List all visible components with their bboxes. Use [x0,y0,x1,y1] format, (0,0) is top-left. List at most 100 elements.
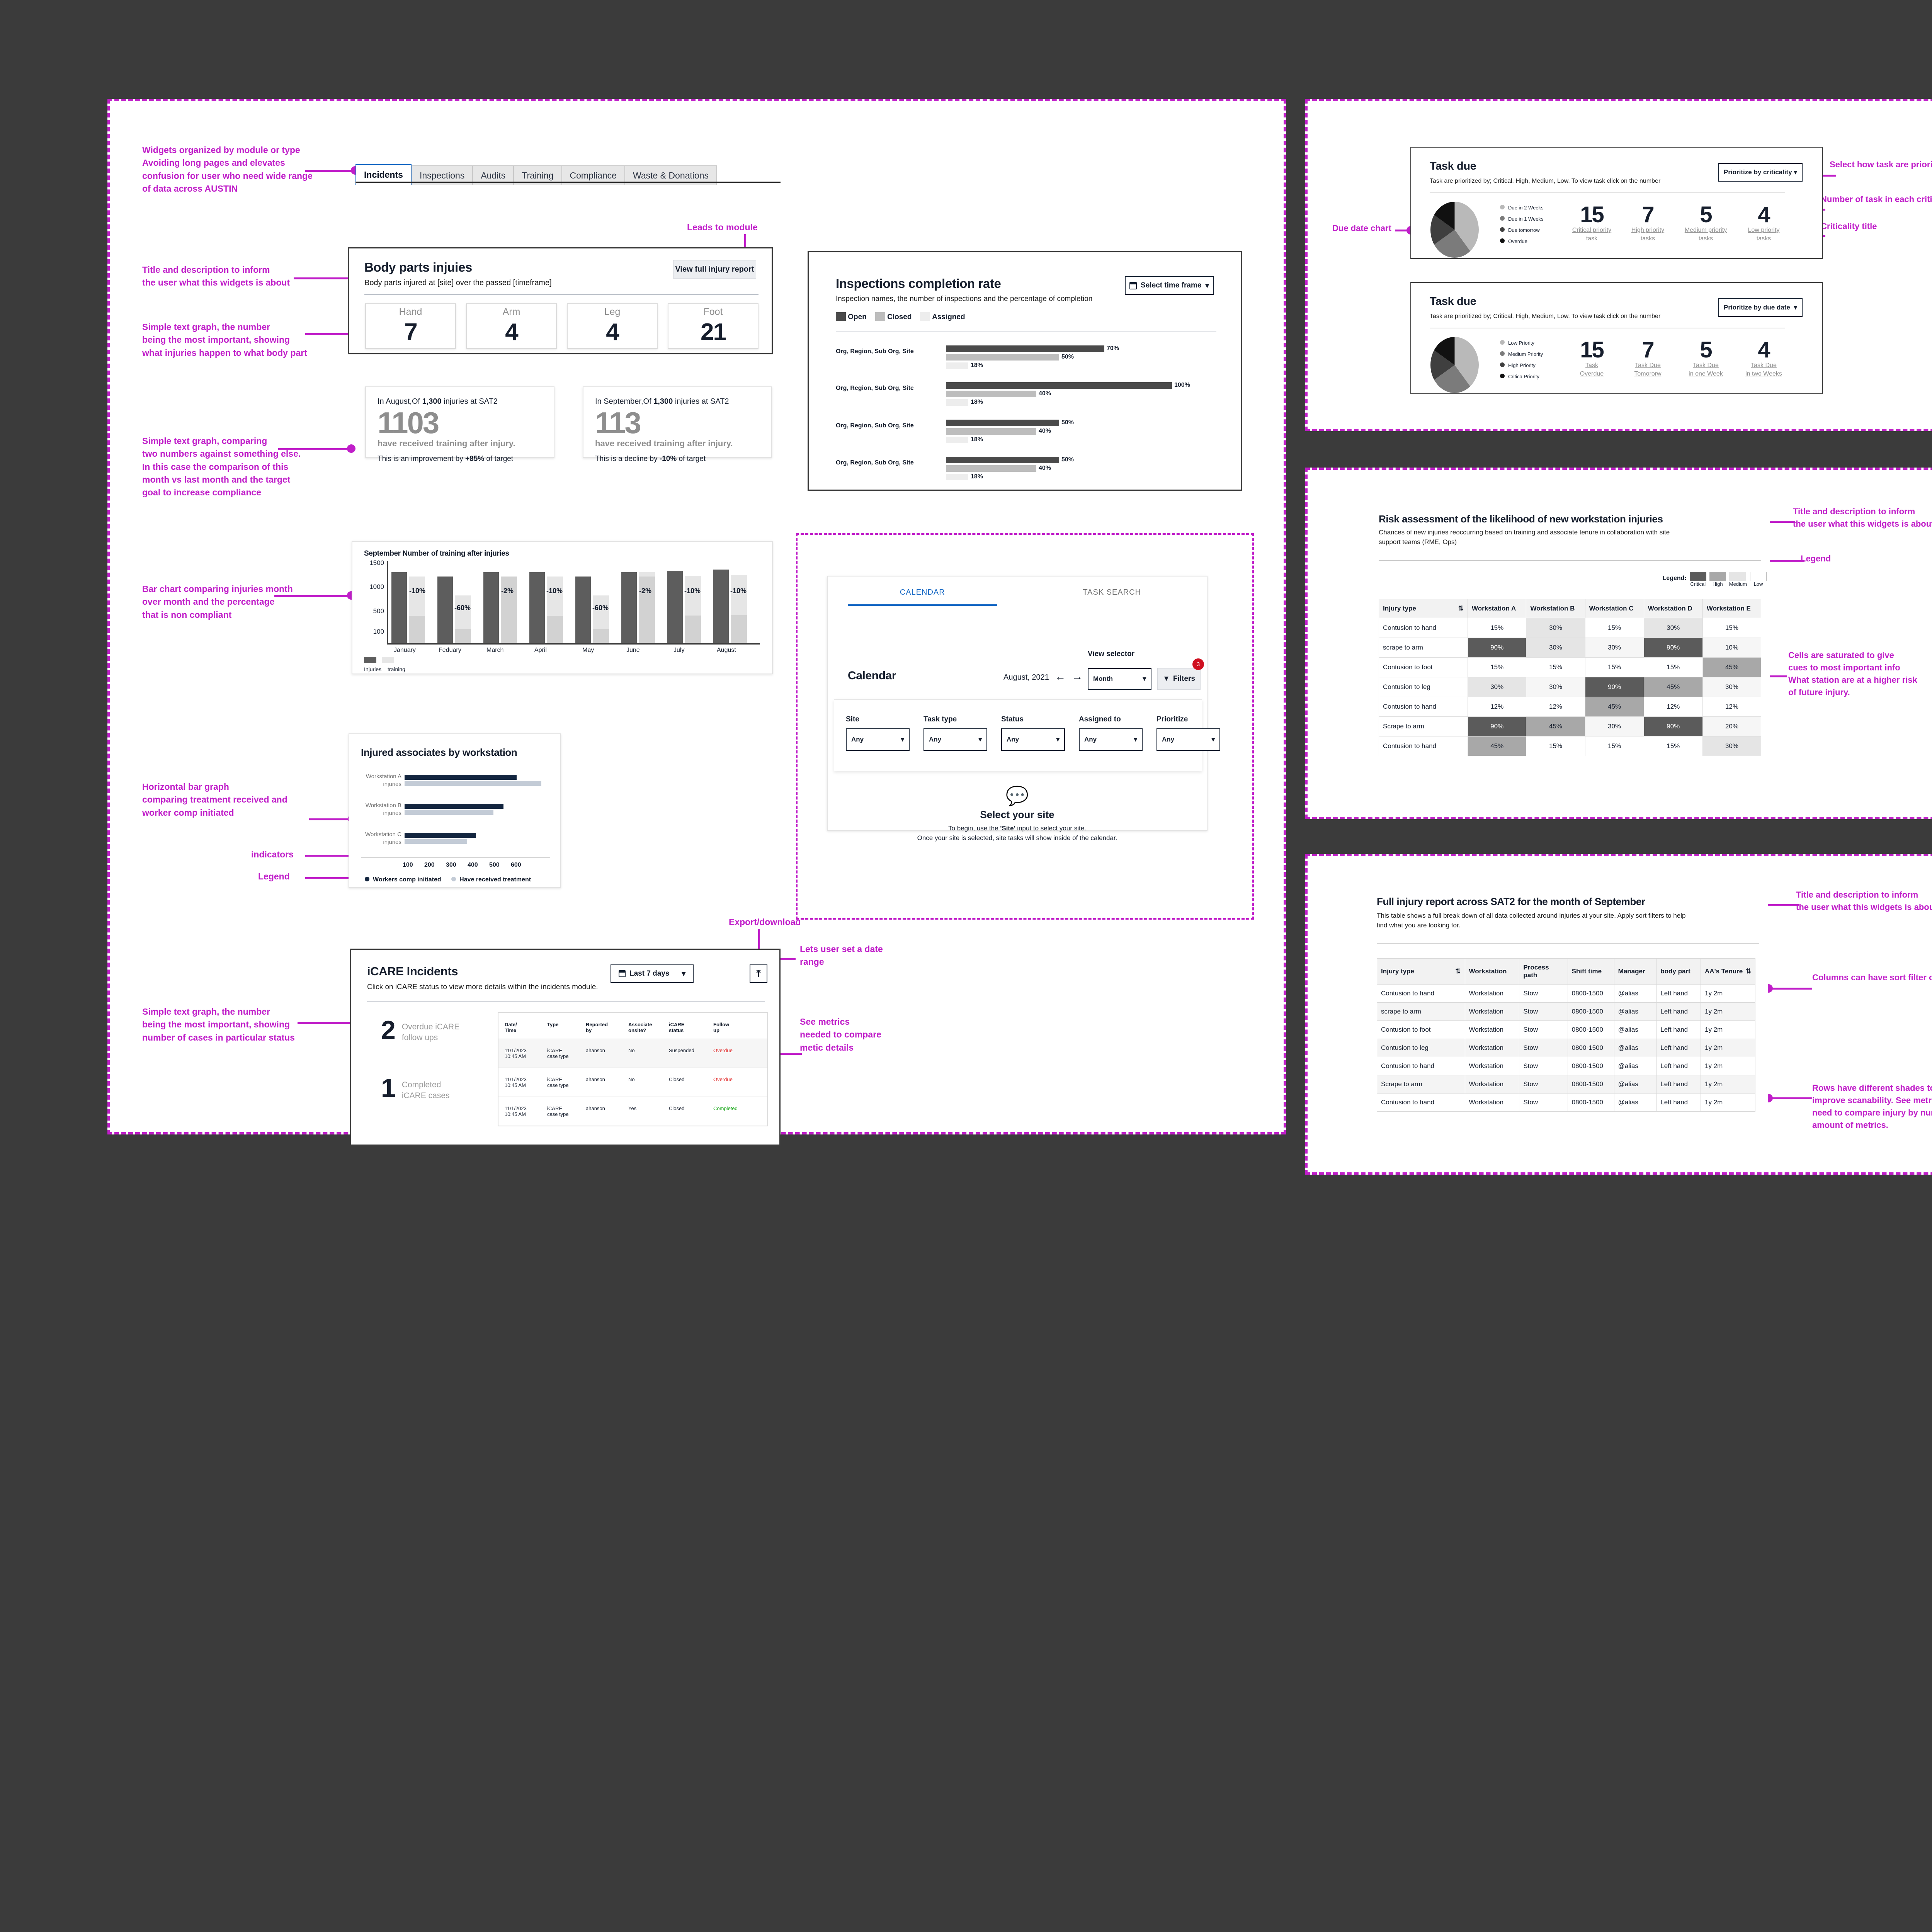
filter-select-site[interactable]: Any ▾ [846,728,910,751]
filter-value-site: Any [851,736,864,743]
task-metric-value: 5 [1700,337,1712,362]
date-range-dropdown[interactable]: Last 7 days ▾ [611,964,694,983]
task-metric[interactable]: 15 Task Overdue [1566,339,1618,378]
status-badge[interactable]: Overdue [713,1048,733,1053]
col-injury-type[interactable]: Injury type ⇅ [1379,599,1468,618]
filter-select-prioritize[interactable]: Any ▾ [1156,728,1220,751]
task-metric-label[interactable]: High priority tasks [1631,227,1665,242]
body-parts-widget: Body parts injuies Body parts injured at… [348,247,773,354]
chevron-down-icon: ▾ [1134,736,1137,743]
prev-month-icon[interactable]: ← [1055,670,1066,682]
task-metric-label[interactable]: Medium priority tasks [1684,227,1727,242]
table-row[interactable]: 11/1/2023 10:45 AM iCARE case type ahans… [498,1097,767,1126]
task-metric[interactable]: 7 Task Due Tomororw [1622,339,1674,378]
task-metric-label[interactable]: Task Due in two Weeks [1745,362,1782,377]
icare-metric: 2 Overdue iCARE follow ups [381,1017,459,1044]
table-row: Contusion to hand Workstation Stow 0800-… [1377,1057,1755,1075]
cell-body-part: Left hand [1656,984,1701,1003]
leader-dot [347,444,355,453]
table-row[interactable]: 11/1/2023 10:45 AM iCARE case type ahans… [498,1068,767,1097]
cell-process-path: Stow [1519,1093,1568,1112]
bar-annotation: -2% [501,587,514,595]
heat-cell: 90% [1643,716,1703,736]
export-button[interactable]: ⤒ [750,964,767,983]
filter-select-assigned-to[interactable]: Any ▾ [1079,728,1143,751]
legend-swatch-treatment [451,877,456,881]
leader-line [305,877,354,879]
icare-table: Date/ Time Type Reported by Associate on… [498,1012,768,1126]
task-metric[interactable]: 5 Medium priority tasks [1678,204,1734,243]
view-full-injury-report-button[interactable]: View full injury report [673,260,756,279]
tab-calendar[interactable]: CALENDAR [900,588,945,597]
annotation-columns-sort: Columns can have sort filter options [1812,973,1932,982]
body-part-value: 4 [505,319,519,345]
prioritize-value: Prioritize by criticality [1724,168,1792,176]
select-time-frame-button[interactable]: Select time frame ▾ [1125,276,1214,295]
bar-injuries [667,571,683,643]
bar-assigned-value: 18% [971,399,983,405]
task-metric-label[interactable]: Task Due in one Week [1689,362,1723,377]
legend-swatch [1500,227,1505,232]
sort-az-icon[interactable]: ⇅ [1745,968,1751,975]
task-metric-label[interactable]: Critical priority task [1572,227,1612,242]
icare-metric: 1 Completed iCARE cases [381,1075,450,1102]
task-metric-label[interactable]: Task Overdue [1580,362,1604,377]
annotation-export-download: Export/download [729,917,801,927]
task-metric-label[interactable]: Low priority tasks [1748,227,1780,242]
task-metric-label[interactable]: Task Due Tomororw [1634,362,1662,377]
stat-bottom-line: This is an improvement by +85% of target [378,455,514,463]
table-row: Contusion to foot Workstation Stow 0800-… [1377,1020,1755,1039]
body-parts-title: Body parts injuies [364,260,472,274]
task-metric[interactable]: 4 Low priority tasks [1738,204,1790,243]
table-row[interactable]: 11/1/2023 10:45 AM iCARE case type ahans… [498,1039,767,1068]
empty-state-line-1: To begin, use the 'Site' input to select… [948,825,1086,832]
cell-manager: @alias [1614,984,1657,1003]
table-row: Contusion to hand 45% 15% 15% 15% 30% [1379,736,1762,756]
filter-select-task-type[interactable]: Any ▾ [923,728,987,751]
calendar-widget: CALENDAR TASK SEARCH Calendar August, 20… [827,576,1220,842]
icare-subtitle: Click on iCARE status to view more detai… [367,983,598,991]
view-selector-dropdown[interactable]: Month ▾ [1088,668,1151,690]
status-badge[interactable]: Overdue [713,1077,733,1082]
prioritize-dropdown[interactable]: Prioritize by criticality ▾ [1718,163,1803,182]
legend-label: Legend: [1662,575,1687,582]
view-selector-label: View selector [1088,650,1135,658]
sort-az-icon[interactable]: ⇅ [1458,605,1464,612]
body-part-tile[interactable]: Foot 21 [668,303,759,349]
body-part-tile[interactable]: Arm 4 [466,303,557,349]
sort-az-icon[interactable]: ⇅ [1455,968,1461,975]
task-metric[interactable]: 5 Task Due in one Week [1678,339,1734,378]
heat-cell: 45% [1702,657,1762,677]
cell-aa-tenure: 1y 2m [1701,1039,1755,1057]
body-part-tile[interactable]: Hand 7 [365,303,456,349]
col-icare-status: iCARE status [669,1022,685,1033]
bar-injuries [437,577,453,643]
col-aa-tenure[interactable]: AA's Tenure ⇅ [1701,958,1755,985]
task-metric[interactable]: 7 High priority tasks [1622,204,1674,243]
bar-training [501,577,517,643]
bar-open-value: 100% [1174,382,1190,388]
calendar-icon [618,970,626,977]
task-metric[interactable]: 4 Task Due in two Weeks [1738,339,1790,378]
injury-report-title: Full injury report across SAT2 for the m… [1377,896,1645,907]
body-part-tile[interactable]: Leg 4 [567,303,658,349]
workstation-chart-title: Injured associates by workstation [361,747,517,758]
task-metric-value: 15 [1580,202,1604,227]
legend-swatch-workers-comp [365,877,369,881]
date-range-label: Last 7 days [629,969,670,978]
col-injury-type[interactable]: Injury type ⇅ [1377,958,1465,985]
prioritize-value: Prioritize by due date [1724,304,1790,311]
tab-task-search[interactable]: TASK SEARCH [1083,588,1141,597]
stat-mid-text: have received training after injury. [595,439,733,449]
filters-button[interactable]: ▼ Filters [1157,668,1201,690]
next-month-icon[interactable]: → [1072,670,1083,682]
prioritize-dropdown[interactable]: Prioritize by due date ▾ [1718,298,1803,317]
status-badge[interactable]: Completed [713,1105,738,1111]
legend-label: Due in 1 Weeks [1508,216,1544,222]
annotation-report-title-desc: Title and description to inform the user… [1796,890,1932,912]
filter-select-status[interactable]: Any ▾ [1001,728,1065,751]
upload-icon: ⤒ [756,968,761,979]
calendar-tabs[interactable]: CALENDAR TASK SEARCH [828,588,1207,606]
task-metric[interactable]: 15 Critical priority task [1566,204,1618,243]
